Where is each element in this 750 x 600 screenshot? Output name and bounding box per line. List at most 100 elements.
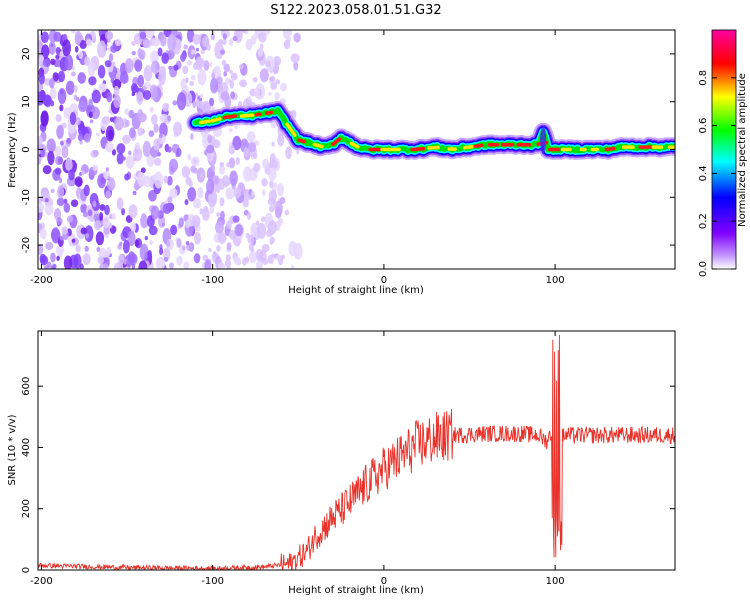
noise-speck <box>234 224 244 237</box>
noise-speck <box>40 147 46 158</box>
noise-speck <box>251 190 255 197</box>
noise-speck <box>131 91 136 97</box>
noise-speck <box>269 236 275 244</box>
noise-speck <box>203 205 209 213</box>
noise-speck <box>38 72 45 85</box>
noise-speck <box>88 111 93 119</box>
noise-speck <box>248 95 252 102</box>
noise-speck <box>42 48 50 57</box>
noise-speck <box>104 60 112 68</box>
colorbar-frame <box>711 29 737 270</box>
noise-speck <box>57 88 67 105</box>
noise-speck <box>69 112 77 125</box>
noise-speck <box>99 262 109 269</box>
noise-speck <box>132 190 137 196</box>
noise-speck <box>197 100 205 109</box>
noise-speck <box>70 199 79 208</box>
noise-speck <box>122 134 131 145</box>
noise-speck <box>202 254 209 262</box>
noise-speck <box>110 45 118 53</box>
noise-speck <box>242 198 249 208</box>
noise-speck <box>258 251 264 261</box>
noise-speck <box>73 253 82 269</box>
noise-speck <box>186 30 195 43</box>
noise-speck <box>44 197 49 203</box>
noise-speck <box>153 138 160 151</box>
y-tick-label: -10 <box>21 189 32 205</box>
noise-speck <box>226 242 232 251</box>
noise-speck <box>61 145 69 159</box>
noise-speck <box>169 158 178 173</box>
noise-speck <box>212 175 220 185</box>
noise-speck <box>142 140 152 158</box>
noise-speck <box>293 61 299 71</box>
noise-speck <box>253 162 261 173</box>
snr-plot-area <box>38 331 675 570</box>
noise-speck <box>186 243 193 252</box>
x-tick-label: 100 <box>546 275 565 286</box>
noise-speck <box>262 189 266 196</box>
noise-speck <box>54 167 62 175</box>
noise-speck <box>149 106 154 113</box>
noise-speck <box>84 245 89 252</box>
noise-speck <box>98 83 107 93</box>
noise-speck <box>167 196 173 204</box>
noise-speck <box>136 91 144 105</box>
noise-speck <box>282 30 290 39</box>
noise-speck <box>216 212 221 217</box>
noise-speck <box>247 234 254 244</box>
noise-speck <box>248 142 256 153</box>
noise-speck <box>96 246 101 252</box>
noise-speck <box>248 242 254 252</box>
noise-speck <box>230 91 236 99</box>
noise-speck <box>210 77 219 94</box>
noise-speck <box>151 37 161 47</box>
noise-speck <box>175 39 182 50</box>
noise-speck <box>222 33 227 40</box>
noise-speck <box>293 32 301 43</box>
noise-speck <box>269 159 278 169</box>
noise-speck <box>194 232 202 245</box>
noise-speck <box>162 102 169 112</box>
noise-speck <box>269 180 274 189</box>
noise-speck <box>162 203 172 215</box>
noise-speck <box>159 247 164 256</box>
noise-speck <box>153 157 162 166</box>
noise-speck <box>199 208 204 215</box>
noise-speck <box>139 31 147 40</box>
signal-ridge-peak <box>462 145 474 150</box>
noise-speck <box>280 82 287 92</box>
noise-speck <box>63 107 73 120</box>
x-tick-label: 0 <box>381 275 387 286</box>
noise-speck <box>39 253 47 264</box>
y-tick-label: 200 <box>21 499 32 518</box>
noise-speck <box>243 166 253 182</box>
noise-speck <box>258 32 267 43</box>
noise-speck <box>91 89 101 104</box>
noise-speck <box>166 175 173 186</box>
noise-speck <box>92 164 99 172</box>
noise-speck <box>66 215 73 223</box>
snr-marks <box>38 334 675 570</box>
noise-speck <box>116 143 126 154</box>
noise-speck <box>39 227 47 240</box>
noise-speck <box>97 65 106 79</box>
noise-speck <box>125 155 135 169</box>
noise-speck <box>275 254 281 261</box>
noise-speck <box>261 178 268 187</box>
noise-speck <box>71 30 77 34</box>
noise-speck <box>56 197 65 206</box>
noise-speck <box>124 58 134 73</box>
noise-speck <box>188 180 193 188</box>
noise-speck <box>102 215 110 229</box>
noise-speck <box>59 104 64 112</box>
noise-speck <box>261 158 270 169</box>
noise-speck <box>199 94 204 99</box>
noise-speck <box>246 131 256 142</box>
noise-speck <box>197 186 204 199</box>
noise-speck <box>163 257 169 262</box>
noise-speck <box>38 83 44 92</box>
snr-panel: -200 -100 0 100 0 200 400 600 Height of straigh… <box>7 330 676 596</box>
noise-speck <box>151 114 158 126</box>
noise-speck <box>83 184 90 197</box>
